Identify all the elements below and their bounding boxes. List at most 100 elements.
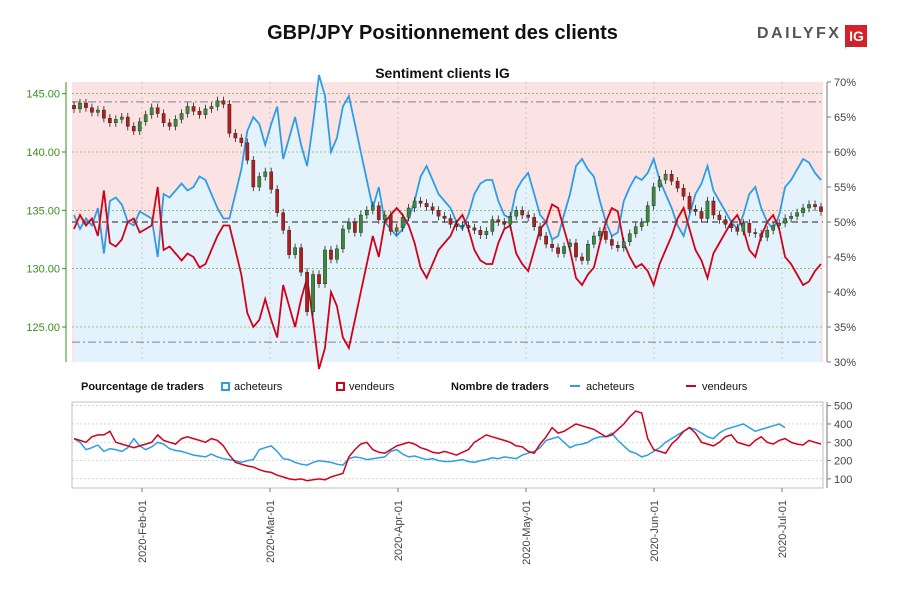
- count-tick-label: 200: [834, 456, 852, 468]
- candle-body: [84, 102, 88, 108]
- candle-body: [795, 212, 799, 217]
- date-tick-label: 2020-Jul-01: [777, 500, 789, 558]
- candle-body: [418, 200, 423, 204]
- candle-body: [604, 231, 608, 240]
- candle-body: [191, 106, 196, 112]
- date-tick-label: 2020-Apr-01: [393, 500, 405, 561]
- legend-pct-title: Pourcentage de traders: [81, 381, 204, 393]
- candle-body: [233, 133, 238, 139]
- candle-body: [329, 249, 333, 260]
- sentiment-tick-label: 55%: [834, 182, 856, 194]
- candle-body: [753, 232, 758, 234]
- candle-body: [227, 103, 232, 134]
- candle-body: [406, 207, 411, 218]
- candle-body: [520, 210, 525, 216]
- candle-body: [508, 215, 513, 225]
- buyers-pct-line: [73, 74, 822, 258]
- price-tick-label: 125.00: [26, 322, 60, 334]
- candle-body: [424, 203, 429, 208]
- candle-body: [167, 122, 172, 127]
- sentiment-tick-label: 60%: [834, 147, 856, 159]
- legend-count-title: Nombre de traders: [451, 381, 549, 393]
- price-sentiment-panel: 125.00 130.00 135.00 140.00 145.00 30% 35% 40% 4…: [26, 74, 856, 370]
- candle-body: [699, 211, 704, 219]
- candle-body: [651, 186, 656, 206]
- candle-body: [669, 173, 674, 182]
- candle-body: [400, 217, 405, 229]
- candle-body: [663, 173, 668, 181]
- candle-body: [771, 225, 776, 231]
- sentiment-tick-label: 35%: [834, 322, 856, 334]
- candle-body: [538, 226, 542, 237]
- candle-body: [693, 208, 698, 212]
- dailyfx-logo[interactable]: DAILYFX par IG: [757, 25, 868, 51]
- candle-body: [317, 274, 321, 285]
- candle-body: [550, 243, 554, 248]
- candle-body: [759, 233, 764, 238]
- candle-body: [544, 235, 548, 245]
- candle-body: [197, 110, 202, 115]
- candle-body: [627, 233, 632, 243]
- candle-body: [687, 196, 692, 210]
- candle-body: [705, 200, 710, 219]
- candle-body: [436, 210, 441, 217]
- candle-body: [454, 224, 459, 227]
- date-tick-label: 2020-May-01: [521, 500, 533, 565]
- sentiment-tick-label: 50%: [834, 217, 856, 229]
- candle-body: [442, 215, 447, 219]
- price-tick-label: 135.00: [26, 205, 60, 217]
- candle-body: [353, 221, 357, 233]
- candle-body: [376, 205, 381, 220]
- candle-body: [615, 245, 620, 248]
- candle-body: [173, 119, 178, 127]
- candle-body: [735, 227, 740, 232]
- sentiment-tick-label: 30%: [834, 357, 856, 369]
- candle-body: [245, 142, 250, 161]
- buyers-area: [74, 75, 821, 362]
- candle-body: [113, 119, 118, 124]
- sellers-pct-line: [73, 186, 822, 370]
- date-axis: 2020-Feb-01 2020-Mar-01 2020-Apr-01 2020-Ma…: [137, 488, 789, 565]
- candle-body: [412, 200, 417, 209]
- logo-brand-text: DAILYFX: [757, 25, 842, 42]
- legend-count-sellers: vendeurs: [686, 381, 747, 393]
- candle-body: [263, 171, 268, 177]
- count-tick-label: 100: [834, 474, 852, 486]
- candle-body: [586, 243, 590, 261]
- sellers-swatch-line: [686, 385, 696, 387]
- legend-pct-sellers: vendeurs: [336, 381, 394, 393]
- buyers-count-line: [73, 423, 786, 466]
- candle-body: [96, 109, 100, 113]
- candle-body: [125, 116, 130, 127]
- sellers-count-line: [73, 410, 822, 482]
- candle-body: [430, 206, 435, 211]
- candle-body: [305, 271, 309, 313]
- candle-body: [364, 210, 369, 216]
- candle-body: [633, 226, 638, 234]
- candle-body: [675, 180, 680, 189]
- candle-body: [496, 219, 501, 223]
- date-tick-label: 2020-Jun-01: [649, 500, 661, 562]
- candle-body: [257, 176, 262, 188]
- candle-body: [143, 114, 148, 122]
- candle-body: [370, 205, 375, 211]
- candle-body: [592, 235, 596, 245]
- candle-body: [741, 222, 746, 232]
- candle-body: [657, 179, 662, 188]
- buyers-swatch-line: [570, 385, 580, 387]
- candle-body: [149, 107, 154, 115]
- candle-body: [460, 225, 465, 227]
- price-tick-label: 140.00: [26, 147, 60, 159]
- candle-body: [526, 214, 531, 218]
- candle-body: [472, 227, 477, 231]
- candle-body: [347, 221, 351, 230]
- candle-body: [478, 229, 483, 236]
- candle-body: [765, 229, 770, 238]
- count-panel-frame: [71, 401, 824, 489]
- candle-body: [514, 210, 519, 217]
- sentiment-tick-label: 65%: [834, 112, 856, 124]
- candle-body: [807, 204, 811, 209]
- candle-body: [281, 212, 285, 231]
- candle-body: [574, 242, 578, 258]
